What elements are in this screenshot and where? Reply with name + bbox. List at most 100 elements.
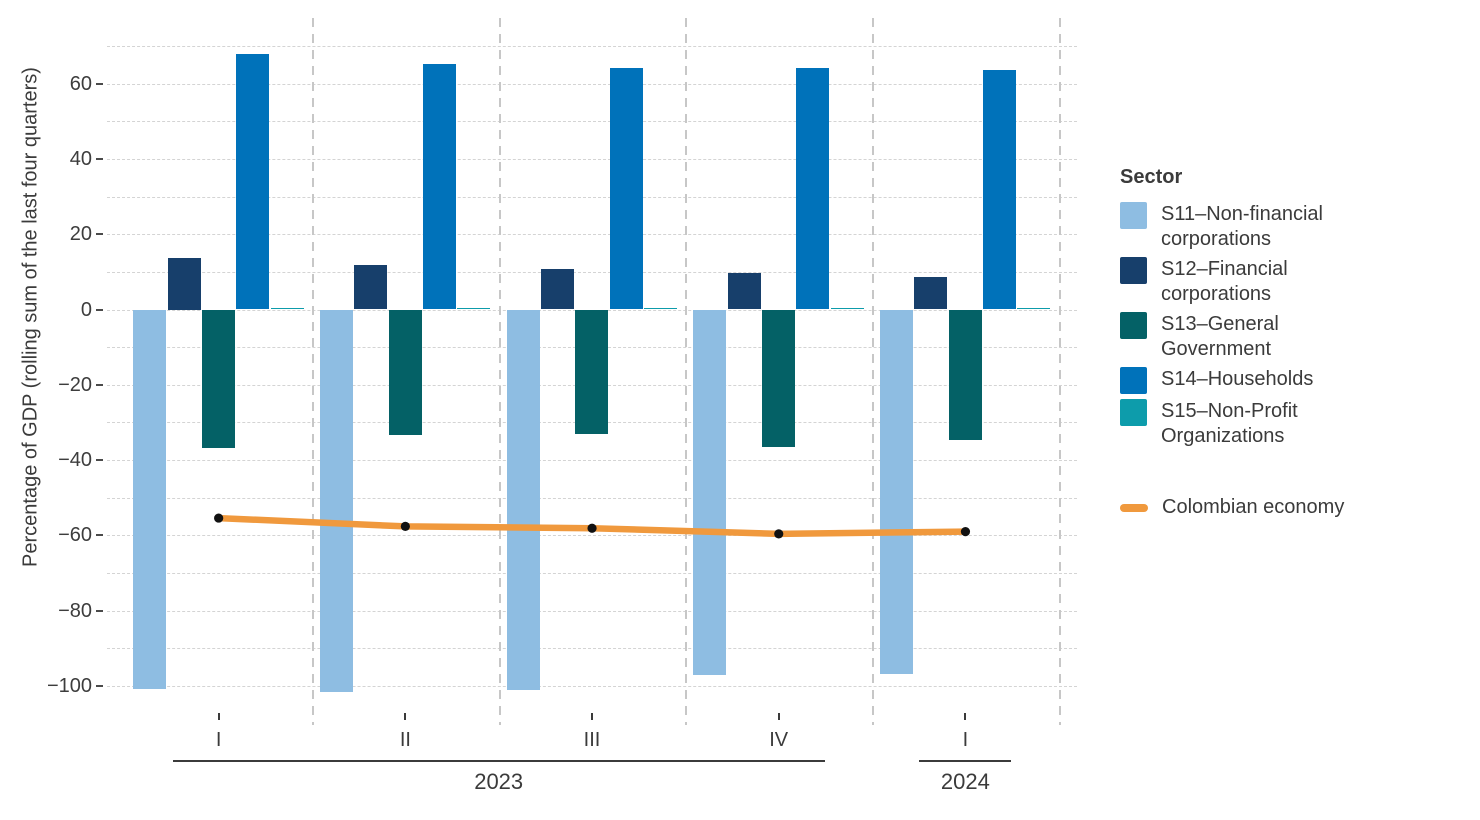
economy-line-point xyxy=(774,529,784,539)
y-tick-label: −40 xyxy=(58,449,92,472)
gridline xyxy=(107,460,1077,462)
gridline xyxy=(107,45,1077,47)
bar-s12-q2 xyxy=(354,265,388,310)
y-tick-label: −20 xyxy=(58,373,92,396)
economy-line-layer xyxy=(214,513,971,539)
y-tick-mark xyxy=(96,82,103,85)
x-tick-label-quarter: IV xyxy=(769,729,789,751)
y-tick-mark xyxy=(96,233,103,236)
bar-s15-q1 xyxy=(270,307,304,310)
legend-swatch-icon xyxy=(1120,257,1147,284)
bar-s12-q3 xyxy=(541,268,574,310)
gridline xyxy=(107,535,1077,537)
bar-s14-q3 xyxy=(609,67,643,310)
bar-s15-q2 xyxy=(457,307,491,310)
y-tick-mark xyxy=(96,308,103,311)
gridline xyxy=(107,83,1077,85)
plot-area xyxy=(107,12,1077,725)
x-tick-mark xyxy=(964,713,967,720)
y-tick-label: 40 xyxy=(69,147,92,170)
year-group-line xyxy=(919,760,1012,762)
y-tick-label: −60 xyxy=(58,524,92,547)
bar-s11-q3 xyxy=(506,309,540,690)
x-tick-label-quarter: II xyxy=(399,729,411,751)
year-group-line xyxy=(172,760,825,762)
panel-separator xyxy=(312,18,314,725)
legend-line-label: Colombian economy xyxy=(1162,496,1345,518)
y-tick-label: 20 xyxy=(69,223,92,246)
x-tick-label-quarter: I xyxy=(962,729,969,751)
x-tick-label-quarter: I xyxy=(215,729,222,751)
y-tick-mark xyxy=(96,534,103,537)
legend-entry-label: S13–General Government xyxy=(1161,313,1279,360)
gridline xyxy=(107,158,1077,160)
panel-separator xyxy=(872,18,875,725)
legend: Sector S11–Non-financial corporations S12… xyxy=(1120,166,1430,520)
bar-s13-q5 xyxy=(948,309,982,441)
line-swatch-icon xyxy=(1120,503,1148,512)
y-tick-mark xyxy=(96,383,103,386)
x-tick-label-quarter: III xyxy=(583,729,601,751)
gridline xyxy=(107,686,1077,687)
panel-separator xyxy=(685,18,688,725)
legend-title: Sector xyxy=(1120,166,1183,188)
legend-entry-label: S12–Financial corporations xyxy=(1161,258,1288,305)
gridline xyxy=(107,648,1077,650)
economy-line-point xyxy=(587,523,597,533)
economy-line-point xyxy=(400,521,410,531)
bar-s13-q1 xyxy=(201,309,235,448)
legend-entry: S14–Households xyxy=(1120,367,1430,394)
gridline xyxy=(107,121,1077,123)
bar-s14-q4 xyxy=(796,68,830,310)
legend-entry: S12–Financial corporations xyxy=(1120,257,1430,307)
bar-s14-q2 xyxy=(422,63,456,310)
bar-s13-q3 xyxy=(575,309,609,434)
bar-s14-q5 xyxy=(983,69,1016,310)
x-tick-mark xyxy=(404,713,407,720)
bar-s15-q5 xyxy=(1017,307,1051,310)
y-tick-label: 0 xyxy=(80,298,92,321)
legend-swatch-icon xyxy=(1120,399,1147,426)
bar-s15-q3 xyxy=(643,307,677,310)
legend-entry-label: S14–Households xyxy=(1161,368,1314,390)
bar-s14-q1 xyxy=(236,54,270,310)
economy-line-point xyxy=(214,513,224,523)
year-group-label: 2024 xyxy=(940,769,990,794)
panel-separator xyxy=(498,18,501,725)
gridline xyxy=(107,573,1077,574)
bar-s13-q4 xyxy=(762,309,795,447)
y-tick-mark xyxy=(96,157,103,160)
bar-s11-q5 xyxy=(880,309,914,674)
bar-s12-q1 xyxy=(167,257,201,310)
gridline xyxy=(107,497,1077,499)
y-tick-label: −100 xyxy=(46,675,92,697)
x-tick-mark xyxy=(777,713,780,720)
bar-s13-q2 xyxy=(388,309,422,435)
legend-swatch-icon xyxy=(1120,367,1147,394)
legend-entry-label: S11–Non-financial corporations xyxy=(1161,203,1323,250)
economy-line-point xyxy=(960,527,971,537)
bar-s11-q2 xyxy=(320,309,353,692)
gridline xyxy=(107,196,1077,198)
bar-s11-q4 xyxy=(693,309,727,676)
gridline xyxy=(107,234,1077,236)
legend-entry: S11–Non-financial corporations xyxy=(1120,202,1430,252)
bar-s11-q1 xyxy=(133,309,167,689)
legend-swatch-icon xyxy=(1120,202,1147,229)
legend-line-entry: Colombian economy xyxy=(1120,495,1430,520)
gridline xyxy=(107,271,1077,273)
bar-s15-q4 xyxy=(830,307,864,310)
panel-separator xyxy=(1058,18,1061,725)
y-tick-mark xyxy=(96,459,103,462)
bar-s12-q5 xyxy=(914,276,948,310)
y-tick-mark xyxy=(96,609,103,612)
legend-entry: S15–Non-Profit Organizations xyxy=(1120,399,1430,449)
y-tick-label: 60 xyxy=(69,72,92,95)
x-tick-mark xyxy=(217,713,220,720)
gridline xyxy=(107,610,1077,612)
year-group-label: 2023 xyxy=(474,769,524,794)
y-tick-label: −80 xyxy=(58,599,92,622)
legend-entry-label: S15–Non-Profit Organizations xyxy=(1161,400,1298,447)
legend-sector-entries: S11–Non-financial corporations S12–Financ… xyxy=(1120,202,1430,449)
